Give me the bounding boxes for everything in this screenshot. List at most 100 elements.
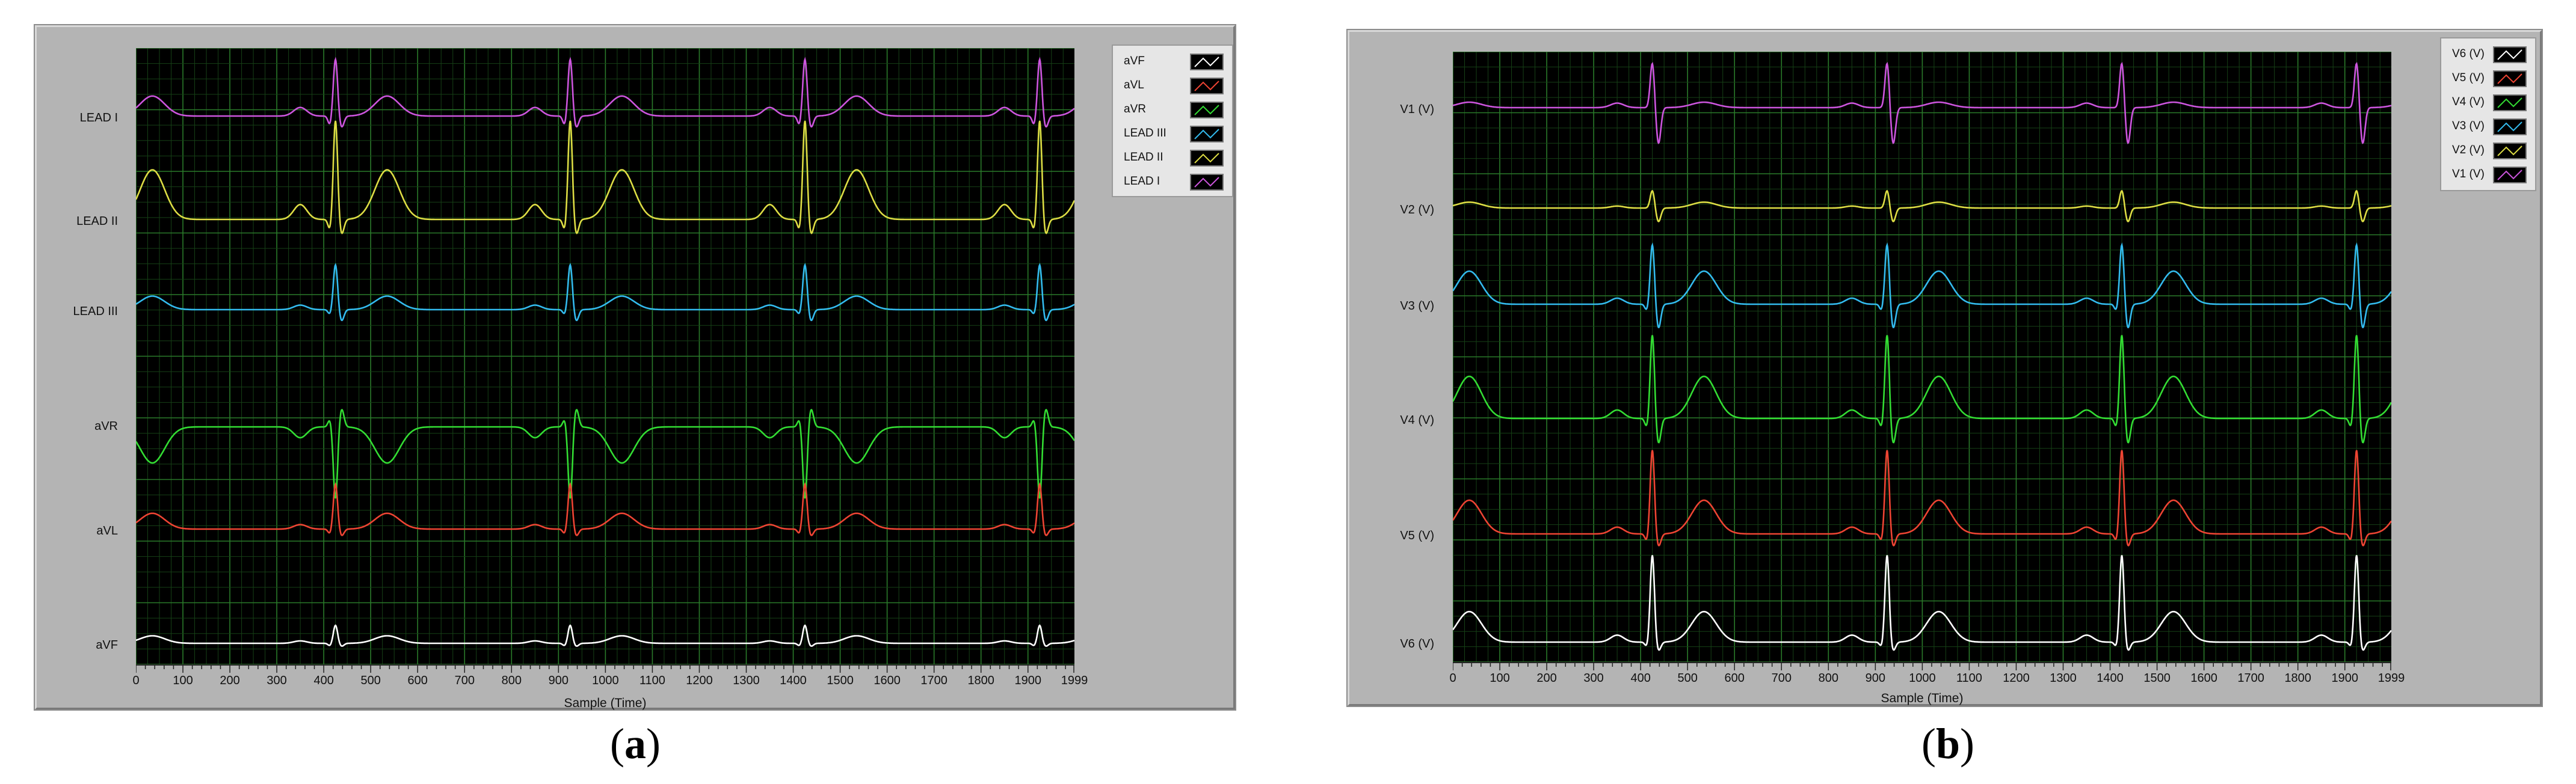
channel-label: aVR — [94, 420, 118, 433]
x-tick-label: 1100 — [1956, 672, 1982, 685]
x-tick-label: 1300 — [733, 674, 760, 687]
figure-b-waveform-graph — [1453, 52, 2391, 662]
x-tick-label: 1800 — [967, 674, 994, 687]
x-tick-label: 1600 — [2190, 672, 2217, 685]
legend-item[interactable]: V5 (V) — [2441, 67, 2535, 90]
x-tick-label: 1200 — [686, 674, 713, 687]
x-tick-label: 1700 — [2237, 672, 2264, 685]
legend-swatch-icon — [2493, 167, 2527, 183]
channel-label: aVF — [96, 639, 118, 652]
legend-item-label: V4 (V) — [2452, 96, 2485, 108]
x-tick-label: 400 — [313, 674, 334, 687]
figure-a-legend: aVF aVL aVR LEAD III LEAD II LEAD I — [1112, 44, 1233, 197]
legend-item-label: LEAD II — [1124, 151, 1163, 164]
legend-line-icon — [1194, 177, 1219, 188]
x-tick-label: 1999 — [2377, 672, 2405, 685]
trace-v3-v — [1453, 242, 2391, 328]
x-tick-label: 1300 — [2050, 672, 2077, 685]
x-tick-label: 200 — [220, 674, 240, 687]
x-tick-label: 1400 — [780, 674, 807, 687]
legend-item-label: V1 (V) — [2452, 168, 2485, 180]
x-tick-label: 0 — [1449, 672, 1456, 685]
legend-swatch-icon — [1190, 78, 1224, 94]
legend-item[interactable]: LEAD III — [1113, 123, 1232, 145]
legend-swatch-icon — [2493, 70, 2527, 87]
figure-a-caption-letter: a — [624, 720, 646, 768]
channel-label: V2 (V) — [1400, 203, 1434, 216]
trace-v1-v — [1453, 62, 2391, 144]
legend-line-icon — [2497, 49, 2522, 60]
x-tick-label: 900 — [548, 674, 569, 687]
trace-v5-v — [1453, 450, 2391, 547]
legend-item-label: LEAD I — [1124, 175, 1160, 188]
trace-avf — [136, 624, 1074, 647]
legend-item[interactable]: V4 (V) — [2441, 91, 2535, 114]
legend-item[interactable]: aVL — [1113, 75, 1232, 97]
legend-item[interactable]: LEAD II — [1113, 147, 1232, 170]
legend-line-icon — [1194, 57, 1219, 67]
x-tick-label: 1500 — [827, 674, 854, 687]
legend-item-label: aVR — [1124, 103, 1146, 115]
legend-item[interactable]: V2 (V) — [2441, 139, 2535, 162]
legend-line-icon — [2497, 73, 2522, 84]
legend-swatch-icon — [1190, 150, 1224, 167]
channel-label: V4 (V) — [1400, 414, 1434, 427]
figure-a-x-axis-title: Sample (Time) — [564, 696, 647, 710]
figure-a-caption: (a) — [610, 720, 661, 768]
legend-swatch-icon — [1190, 102, 1224, 118]
x-tick-label: 1900 — [1014, 674, 1041, 687]
legend-item-label: aVF — [1124, 55, 1145, 67]
legend-item[interactable]: V6 (V) — [2441, 43, 2535, 66]
trace-v2-v — [1453, 189, 2391, 222]
x-tick-label: 200 — [1536, 672, 1557, 685]
x-tick-label: 1800 — [2284, 672, 2311, 685]
figure-b-legend: V6 (V) V5 (V) V4 (V) V3 (V) V2 (V) V1 (V) — [2440, 37, 2536, 191]
x-tick-label: 1700 — [920, 674, 948, 687]
x-tick-label: 100 — [1490, 672, 1510, 685]
channel-label: LEAD II — [76, 215, 118, 228]
x-tick-label: 300 — [267, 674, 287, 687]
legend-line-icon — [1194, 129, 1219, 139]
legend-line-icon — [2497, 97, 2522, 108]
x-tick-label: 400 — [1630, 672, 1651, 685]
trace-v6-v — [1453, 555, 2391, 651]
trace-avr — [136, 409, 1074, 499]
legend-item[interactable]: V1 (V) — [2441, 164, 2535, 186]
x-tick-label: 100 — [173, 674, 193, 687]
x-tick-label: 1200 — [2003, 672, 2030, 685]
legend-swatch-icon — [1190, 54, 1224, 70]
legend-swatch-icon — [2493, 118, 2527, 135]
legend-item-label: V2 (V) — [2452, 144, 2485, 156]
x-tick-label: 0 — [132, 674, 140, 687]
legend-item-label: V6 (V) — [2452, 47, 2485, 60]
legend-line-icon — [2497, 121, 2522, 132]
channel-label: LEAD I — [79, 111, 118, 124]
legend-line-icon — [1194, 105, 1219, 115]
channel-label: V1 (V) — [1400, 103, 1434, 116]
x-tick-label: 300 — [1583, 672, 1604, 685]
figure-b-plot-area — [1453, 52, 2391, 662]
legend-swatch-icon — [2493, 46, 2527, 63]
figure-b-x-axis — [1453, 662, 2391, 670]
x-tick-label: 1999 — [1061, 674, 1088, 687]
channel-label: V3 (V) — [1400, 299, 1434, 313]
legend-swatch-icon — [2493, 142, 2527, 159]
x-tick-label: 1100 — [639, 674, 665, 687]
x-tick-label: 600 — [407, 674, 428, 687]
x-tick-label: 800 — [1818, 672, 1838, 685]
legend-line-icon — [2497, 170, 2522, 180]
x-tick-label: 1000 — [1909, 672, 1936, 685]
trace-lead-ii — [136, 120, 1074, 234]
legend-item-label: V3 (V) — [2452, 120, 2485, 132]
channel-label: V6 (V) — [1400, 637, 1434, 651]
legend-line-icon — [2497, 145, 2522, 156]
x-tick-label: 1500 — [2143, 672, 2171, 685]
legend-item[interactable]: aVF — [1113, 51, 1232, 73]
legend-item[interactable]: aVR — [1113, 99, 1232, 121]
legend-swatch-icon — [2493, 94, 2527, 111]
legend-item[interactable]: LEAD I — [1113, 171, 1232, 194]
legend-line-icon — [1194, 153, 1219, 164]
legend-item-label: LEAD III — [1124, 127, 1166, 139]
figure-b-caption-letter: b — [1935, 720, 1961, 768]
legend-item[interactable]: V3 (V) — [2441, 115, 2535, 138]
